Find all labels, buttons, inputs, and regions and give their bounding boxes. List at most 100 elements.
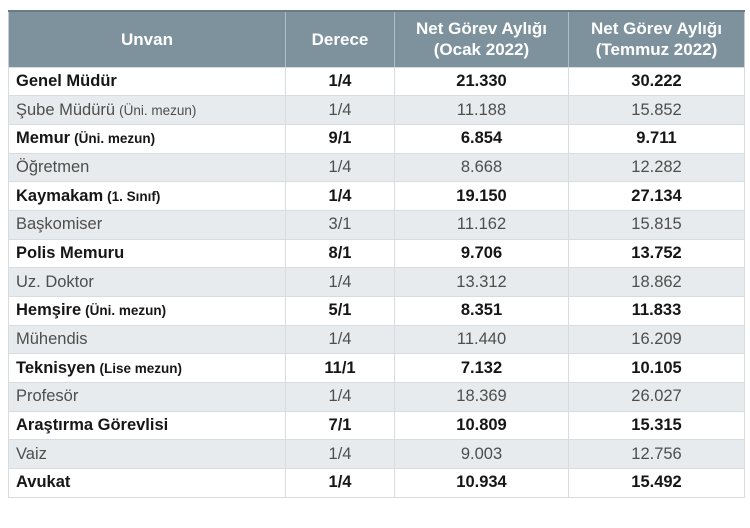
row-title: Araştırma Görevlisi: [16, 416, 169, 435]
column-header-sublabel: (Temmuz 2022): [595, 40, 718, 60]
table-row: Profesör 1/4 18.369 26.027: [8, 382, 745, 412]
cell-salary-ocak: 8.668: [394, 152, 569, 183]
cell-title: Profesör: [8, 382, 286, 412]
row-title: Öğretmen: [16, 157, 90, 176]
cell-title: Başkomiser: [8, 209, 286, 240]
cell-salary-ocak: 8.351: [394, 296, 569, 326]
cell-derece: 1/4: [285, 267, 395, 297]
cell-derece: 1/4: [285, 66, 395, 97]
cell-salary-ocak: 13.312: [394, 267, 569, 297]
column-header-label: Net Görev Aylığı: [416, 19, 547, 39]
cell-derece: 3/1: [285, 209, 395, 240]
cell-salary-temmuz: 10.105: [568, 353, 745, 384]
table-row: Polis Memuru 8/1 9.706 13.752: [8, 238, 745, 269]
row-title: Vaiz: [16, 444, 47, 463]
row-title: Başkomiser: [16, 215, 103, 234]
cell-salary-temmuz: 27.134: [568, 181, 745, 211]
cell-salary-ocak: 21.330: [394, 66, 569, 97]
cell-salary-temmuz: 12.282: [568, 152, 745, 183]
row-title: Memur: [16, 129, 71, 148]
row-title: Teknisyen: [16, 358, 96, 377]
table-row: Hemşire (Üni. mezun) 5/1 8.351 11.833: [8, 296, 745, 326]
row-title-note: (Üni. mezun): [119, 102, 197, 118]
cell-salary-temmuz: 13.752: [568, 238, 745, 269]
cell-salary-temmuz: 15.492: [568, 468, 745, 498]
column-header-sublabel: (Ocak 2022): [433, 40, 530, 60]
cell-salary-temmuz: 26.027: [568, 382, 745, 412]
table-row: Araştırma Görevlisi 7/1 10.809 15.315: [8, 410, 745, 441]
row-title: Polis Memuru: [16, 243, 125, 262]
cell-title: Vaiz: [8, 439, 286, 470]
row-title-note: (Üni. mezun): [85, 303, 167, 319]
cell-title: Şube Müdürü (Üni. mezun): [8, 95, 286, 125]
column-header-ocak-2022: Net Görev Aylığı (Ocak 2022): [394, 10, 569, 68]
cell-salary-ocak: 11.188: [394, 95, 569, 125]
cell-title: Genel Müdür: [8, 66, 286, 97]
row-title: Avukat: [16, 473, 71, 492]
table-row: Kaymakam (1. Sınıf) 1/4 19.150 27.134: [8, 181, 745, 211]
row-title: Profesör: [16, 387, 79, 406]
cell-salary-ocak: 10.809: [394, 410, 569, 441]
table-row: Vaiz 1/4 9.003 12.756: [8, 439, 745, 470]
row-title: Kaymakam: [16, 186, 104, 205]
cell-derece: 7/1: [285, 410, 395, 441]
cell-salary-temmuz: 15.315: [568, 410, 745, 441]
cell-salary-ocak: 9.003: [394, 439, 569, 470]
cell-salary-temmuz: 18.862: [568, 267, 745, 297]
table-row: Genel Müdür 1/4 21.330 30.222: [8, 66, 745, 97]
table-row: Memur (Üni. mezun) 9/1 6.854 9.711: [8, 123, 745, 154]
row-title: Şube Müdürü: [16, 100, 116, 119]
column-header-label: Unvan: [121, 29, 173, 49]
cell-salary-ocak: 11.162: [394, 209, 569, 240]
cell-salary-ocak: 19.150: [394, 181, 569, 211]
cell-title: Kaymakam (1. Sınıf): [8, 181, 286, 211]
table-row: Şube Müdürü (Üni. mezun) 1/4 11.188 15.85…: [8, 95, 745, 125]
row-title: Mühendis: [16, 330, 88, 349]
cell-salary-ocak: 18.369: [394, 382, 569, 412]
cell-derece: 1/4: [285, 382, 395, 412]
row-title: Uz. Doktor: [16, 272, 94, 291]
cell-title: Uz. Doktor: [8, 267, 286, 297]
cell-title: Polis Memuru: [8, 238, 286, 269]
cell-salary-temmuz: 30.222: [568, 66, 745, 97]
cell-derece: 1/4: [285, 152, 395, 183]
column-header-derece: Derece: [285, 10, 395, 68]
cell-title: Araştırma Görevlisi: [8, 410, 286, 441]
cell-salary-temmuz: 15.852: [568, 95, 745, 125]
cell-salary-temmuz: 9.711: [568, 123, 745, 154]
cell-derece: 5/1: [285, 296, 395, 326]
cell-derece: 1/4: [285, 439, 395, 470]
column-header-label: Net Görev Aylığı: [591, 19, 722, 39]
cell-salary-ocak: 6.854: [394, 123, 569, 154]
salary-table: Unvan Derece Net Görev Aylığı (Ocak 2022…: [8, 10, 745, 498]
cell-derece: 1/4: [285, 324, 395, 355]
table-row: Başkomiser 3/1 11.162 15.815: [8, 209, 745, 240]
row-title: Hemşire: [16, 301, 82, 320]
table-body: Genel Müdür 1/4 21.330 30.222 Şube Müdür…: [8, 66, 745, 498]
cell-derece: 1/4: [285, 95, 395, 125]
cell-salary-ocak: 10.934: [394, 468, 569, 498]
cell-salary-temmuz: 12.756: [568, 439, 745, 470]
table-row: Öğretmen 1/4 8.668 12.282: [8, 152, 745, 183]
cell-salary-temmuz: 11.833: [568, 296, 745, 326]
cell-title: Avukat: [8, 468, 286, 498]
row-title-note: (Üni. mezun): [74, 131, 156, 147]
row-title: Genel Müdür: [16, 71, 117, 90]
header-row: Unvan Derece Net Görev Aylığı (Ocak 2022…: [8, 10, 745, 68]
cell-title: Mühendis: [8, 324, 286, 355]
cell-salary-ocak: 7.132: [394, 353, 569, 384]
cell-salary-ocak: 9.706: [394, 238, 569, 269]
table-row: Avukat 1/4 10.934 15.492: [8, 468, 745, 498]
cell-derece: 9/1: [285, 123, 395, 154]
cell-derece: 8/1: [285, 238, 395, 269]
cell-title: Hemşire (Üni. mezun): [8, 296, 286, 326]
column-header-unvan: Unvan: [8, 10, 286, 68]
row-title-note: (1. Sınıf): [107, 188, 161, 204]
cell-derece: 11/1: [285, 353, 395, 384]
cell-title: Öğretmen: [8, 152, 286, 183]
cell-title: Memur (Üni. mezun): [8, 123, 286, 154]
table-row: Teknisyen (Lise mezun) 11/1 7.132 10.105: [8, 353, 745, 384]
cell-derece: 1/4: [285, 181, 395, 211]
row-title-note: (Lise mezun): [99, 360, 182, 376]
